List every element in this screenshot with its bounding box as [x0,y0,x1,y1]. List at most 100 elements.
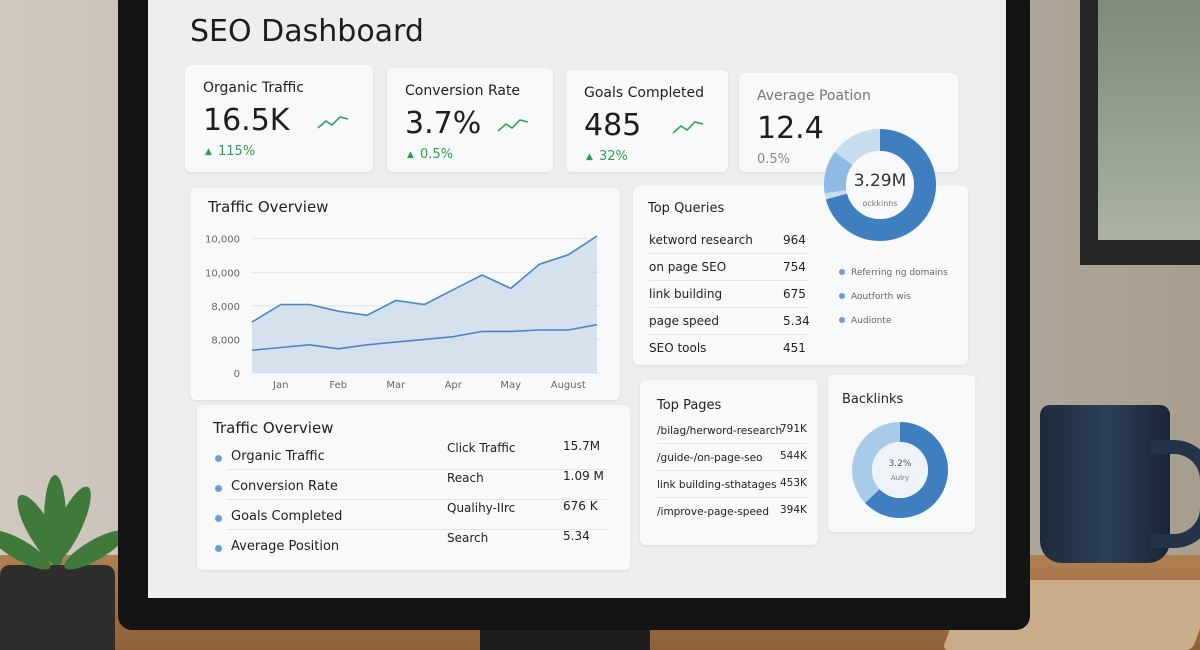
legend-label: Aoutforth wis [851,292,911,302]
legend-dot [839,293,845,299]
sparkline-icon [497,119,529,132]
metric-name: Goals Completed [231,509,343,524]
legend-dot [839,269,845,275]
dashboard-title: SEO Dashboard [190,14,424,49]
plant-pot [0,565,115,650]
mug-handle [1150,440,1200,548]
y-tick-label: 0 [234,369,240,380]
backlinks-value: 3.2% [889,459,912,469]
kpi-card[interactable]: Goals Completed 485 ▲ 32% [566,70,728,172]
backlinks-title: Backlinks [842,392,904,407]
kpi-change: 32% [599,149,628,164]
top-pages-card: Top Pages /bilag/herword-research 791K/gu… [640,380,818,545]
kpi-change: 0.5% [420,147,454,162]
x-tick-label: Jan [272,380,288,391]
row-divider [227,469,607,470]
page-value: 544K [780,450,807,462]
donut-hole [872,442,928,498]
line [251,323,598,351]
donut-hole [846,151,914,219]
row-divider [657,497,807,498]
page-value: 791K [780,423,807,435]
donut-value: 3.29M [854,171,907,191]
traffic-chart: Traffic Overview 0 8,000 8,000 10,000 10,000… [205,198,600,391]
query[interactable]: link building [649,287,723,301]
traffic-table-card: Traffic Overview Organic Traffic Click Tr… [197,405,630,570]
metric-value: 676 K [563,499,598,513]
metric-name: Conversion Rate [231,479,338,494]
window-view [1098,0,1200,240]
donut-arc [824,129,936,241]
x-tick-label: Feb [329,380,347,391]
metric-value: 1.09 M [563,469,604,483]
queries-title: Top Queries [648,201,725,216]
donut-arc [824,129,936,241]
kpi-change: 115% [218,144,256,159]
query-value: 964 [783,233,806,247]
y-tick-label: 10,000 [205,235,240,246]
page-path[interactable]: /bilag/herword-research [657,425,783,437]
kpi-value: 3.7% [405,106,482,141]
donut: 3.29M ockkinns Referring ng domains Aoutf… [824,129,948,326]
row-divider [227,499,607,500]
query[interactable]: page speed [649,314,720,328]
kpi-value: 16.5K [203,103,290,138]
x-tick-label: August [551,380,586,391]
y-tick-label: 8,000 [211,335,240,346]
y-tick-label: 10,000 [205,268,240,279]
kpi-label: Conversion Rate [405,83,521,99]
metric-source: Qualihy-IIrc [447,501,516,515]
bullet [215,485,222,492]
x-tick-label: May [500,380,521,391]
mug [1040,405,1170,563]
up-arrow: ▲ [407,150,414,160]
sparkline-icon [317,116,349,129]
query[interactable]: on page SEO [649,260,727,274]
query-value: 754 [783,260,806,274]
y-tick-label: 8,000 [211,302,240,313]
x-tick-label: Apr [445,380,463,391]
query[interactable]: SEO tools [649,341,707,355]
metric-source: Reach [447,471,484,485]
sparkline [497,119,529,132]
row-divider [649,253,809,254]
up-arrow: ▲ [586,152,593,162]
pages-title: Top Pages [657,398,722,413]
page-path[interactable]: link building-sthatages [657,479,777,491]
kpi-label: Goals Completed [584,85,704,101]
table-title: Traffic Overview [213,419,334,437]
page-value: 453K [780,477,807,489]
chart-title: Traffic Overview [207,198,328,216]
metric-value: 15.7M [563,439,601,453]
backlinks-label: Aulry [891,474,909,482]
legend-dot [839,317,845,323]
sparkline [672,121,704,134]
donut-arc [852,422,948,518]
sparkline [317,116,349,129]
page-path[interactable]: /guide-/on-page-seo [657,452,763,464]
page-path[interactable]: /improve-page-speed [657,506,770,518]
query-value: 675 [783,287,806,301]
row-divider [657,443,807,444]
kpi-card[interactable]: Conversion Rate 3.7% ▲ 0.5% [387,68,553,172]
metric-source: Search [447,531,489,545]
bullet [215,455,222,462]
legend-label: Audionte [851,316,892,326]
bullet [215,515,222,522]
query[interactable]: ketword research [649,233,753,247]
up-arrow: ▲ [205,147,212,157]
row-divider [649,280,809,281]
row-divider [227,529,607,530]
bullet [215,545,222,552]
metric-value: 5.34 [563,529,590,543]
sparkline-icon [672,121,704,134]
kpi-value: 485 [584,108,642,143]
row-divider [649,307,809,308]
kpi-card[interactable]: Organic Traffic 16.5K ▲ 115% [185,65,373,172]
query-value: 5.34 [783,314,810,328]
kpi-label: Average Poation [757,88,871,104]
metric-source: Click Traffic [447,441,516,455]
x-tick-label: Mar [386,380,406,391]
kpi-change: 0.5% [757,152,791,167]
